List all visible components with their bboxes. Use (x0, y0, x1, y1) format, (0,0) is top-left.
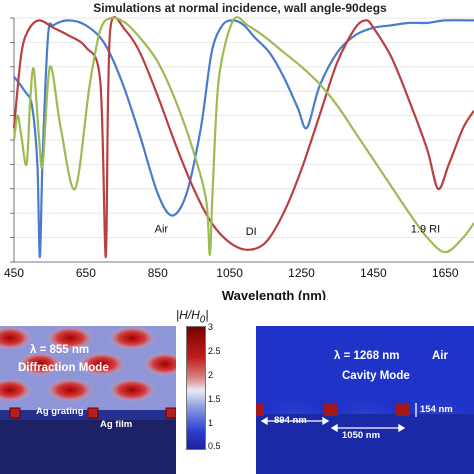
curve-annotations: Air DI 1.9 RI (155, 224, 441, 238)
left-wavelength-label: λ = 855 nm (30, 344, 90, 356)
colorbar-tick: 3 (208, 322, 214, 332)
cavity-field-pattern (256, 360, 474, 474)
period-dimension-label: 894 nm (274, 415, 307, 426)
gap-dimension-label: 1050 nm (342, 430, 381, 441)
curve-annotation: DI (246, 226, 257, 238)
right-mode-label: Cavity Mode (342, 370, 410, 382)
cavity-mode-field-map: λ = 1268 nm Air Cavity Mode 894 nm 1050 … (256, 326, 474, 474)
ag-grating-label: Ag grating (36, 406, 84, 417)
height-dimension-label: 154 nm (420, 404, 453, 415)
colorbar-title: |H/H0| (176, 308, 209, 326)
x-axis-ticks: 450 650 850 1050 1250 1450 1650 (4, 266, 459, 280)
diffraction-field-pattern (0, 326, 176, 474)
colorbar-tick: 0.5 (208, 441, 221, 451)
x-tick-label: 450 (4, 266, 24, 280)
colorbar-tick: 2.5 (208, 346, 221, 356)
series-line-0 (13, 19, 474, 259)
x-tick-label: 1450 (360, 266, 387, 280)
left-mode-label: Diffraction Mode (18, 362, 109, 374)
x-tick-label: 850 (148, 266, 168, 280)
colorbar-tick: 1.5 (208, 394, 221, 404)
curve-annotation: Air (155, 224, 169, 236)
spectrum-chart: Simulations at normal incidence, wall an… (4, 1, 474, 300)
x-tick-label: 1650 (432, 266, 459, 280)
x-tick-label: 1250 (288, 266, 315, 280)
right-medium-label: Air (432, 350, 448, 362)
colorbar-tick: 2 (208, 370, 214, 380)
series-line-1 (12, 16, 474, 259)
chart-title: Simulations at normal incidence, wall an… (93, 1, 387, 15)
colorbar-tick: 1 (208, 418, 214, 428)
x-tick-label: 650 (76, 266, 96, 280)
plot-area (10, 16, 474, 263)
colorbar (186, 326, 206, 450)
curve-annotation: 1.9 RI (411, 224, 440, 236)
right-wavelength-label: λ = 1268 nm (334, 350, 400, 362)
series-line-2 (12, 16, 474, 256)
x-axis-label: Wavelength (nm) (222, 288, 326, 300)
diffraction-mode-field-map: λ = 855 nm Diffraction Mode Ag grating A… (0, 326, 176, 474)
x-tick-label: 1050 (216, 266, 243, 280)
ag-film-label: Ag film (100, 419, 133, 430)
